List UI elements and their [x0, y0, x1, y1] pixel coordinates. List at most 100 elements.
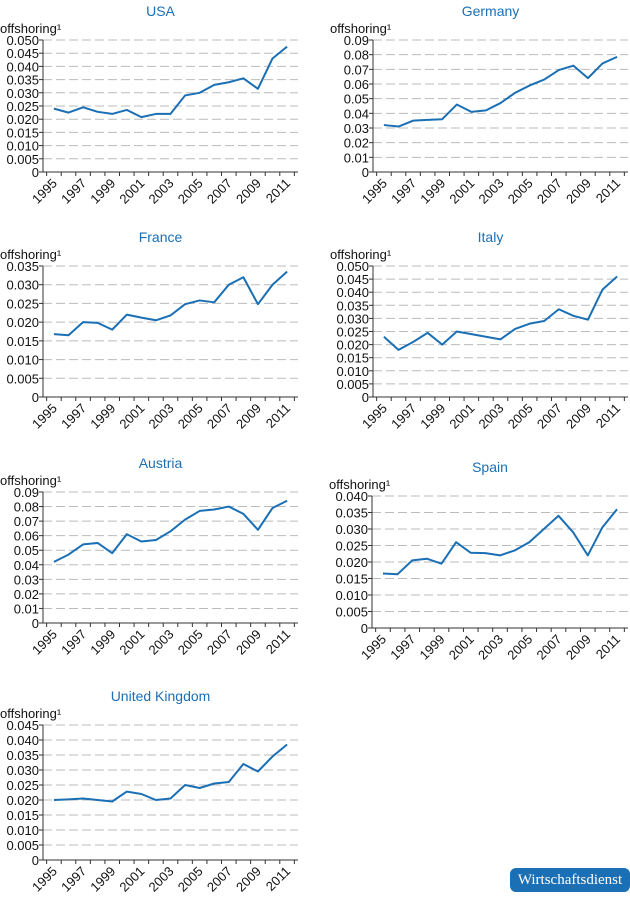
y-tick-label: 0.04 [14, 558, 39, 573]
x-tick-label: 2005 [504, 632, 535, 663]
y-tick-label: 0 [362, 390, 369, 405]
y-tick-label: 0.010 [6, 139, 39, 154]
x-tick-label: 2009 [563, 632, 594, 663]
series-line [382, 508, 618, 576]
y-tick-label: 0.09 [14, 485, 39, 500]
y-tick-label: 0.015 [335, 572, 368, 587]
y-tick-label: 0 [32, 165, 39, 180]
x-tick-label: 2007 [204, 401, 235, 432]
x-tick-label: 1997 [58, 176, 89, 207]
x-tick-label: 2003 [146, 401, 177, 432]
y-tick-label: 0.020 [6, 315, 39, 330]
x-tick-label: 2009 [233, 401, 264, 432]
y-tick-label: 0.01 [344, 150, 369, 165]
x-tick-label: 2005 [505, 401, 536, 432]
y-tick-label: 0 [362, 165, 369, 180]
y-tick-label: 0.005 [336, 377, 369, 392]
y-tick-label: 0.01 [14, 601, 39, 616]
chart-title: USA [146, 3, 175, 19]
y-tick-label: 0.08 [344, 48, 369, 63]
x-tick-label: 2005 [175, 401, 206, 432]
y-tick-label: 0.040 [6, 59, 39, 74]
y-tick-label: 0 [32, 616, 39, 631]
y-tick-label: 0.005 [6, 371, 39, 386]
x-tick-label: 2003 [146, 627, 177, 658]
x-tick-label: 2001 [116, 864, 147, 895]
x-tick-label: 1995 [358, 632, 389, 663]
y-tick-label: 0.05 [14, 543, 39, 558]
y-axis-label: offshoring¹ [0, 706, 62, 721]
y-tick-label: 0.045 [336, 272, 369, 287]
x-tick-label: 2011 [263, 627, 293, 657]
x-tick-label: 2001 [116, 627, 147, 658]
y-tick-label: 0.03 [14, 572, 39, 587]
y-tick-label: 0.040 [336, 285, 369, 300]
y-tick-label: 0.03 [344, 121, 369, 136]
x-tick-label: 2005 [175, 176, 206, 207]
series-line [383, 275, 618, 351]
y-tick-label: 0.035 [6, 748, 39, 763]
y-tick-label: 0.015 [6, 125, 39, 140]
y-tick-label: 0.025 [6, 99, 39, 114]
x-tick-label: 2005 [175, 864, 206, 895]
y-tick-label: 0.010 [6, 353, 39, 368]
y-tick-label: 0.030 [6, 278, 39, 293]
panel-italy: Italyoffshoring¹00.0050.0100.0150.0200.0… [330, 229, 628, 432]
x-tick-label: 1995 [29, 627, 60, 658]
x-tick-label: 1995 [29, 401, 60, 432]
y-tick-label: 0.005 [6, 838, 39, 853]
y-axis-label: offshoring¹ [330, 21, 392, 36]
chart-title: Germany [462, 3, 520, 19]
x-tick-label: 2007 [534, 632, 565, 663]
y-tick-label: 0.025 [6, 778, 39, 793]
y-tick-label: 0.05 [344, 92, 369, 107]
series-line [53, 45, 288, 119]
x-tick-label: 1995 [29, 864, 60, 895]
x-tick-label: 2011 [593, 401, 623, 431]
x-tick-label: 1997 [388, 401, 419, 432]
panel-germany: Germanyoffshoring¹00.010.020.030.040.050… [330, 3, 628, 207]
x-tick-label: 1997 [388, 176, 419, 207]
y-tick-label: 0.015 [6, 808, 39, 823]
x-tick-label: 1997 [58, 627, 89, 658]
y-tick-label: 0.045 [6, 46, 39, 61]
x-tick-label: 2001 [116, 401, 147, 432]
x-tick-label: 2007 [204, 627, 235, 658]
x-tick-label: 2011 [263, 176, 293, 206]
y-axis-label: offshoring¹ [329, 477, 391, 492]
chart-title: Austria [139, 455, 183, 471]
y-tick-label: 0.025 [336, 325, 369, 340]
y-tick-label: 0.025 [335, 539, 368, 554]
x-tick-label: 2007 [534, 176, 565, 207]
x-tick-label: 1997 [58, 864, 89, 895]
chart-title: France [139, 229, 183, 245]
y-axis-label: offshoring¹ [0, 247, 62, 262]
x-tick-label: 1999 [417, 401, 448, 432]
y-axis-label: offshoring¹ [0, 21, 62, 36]
y-tick-label: 0.040 [335, 489, 368, 504]
x-tick-label: 1995 [359, 176, 390, 207]
x-tick-label: 2005 [505, 176, 536, 207]
y-tick-label: 0.035 [6, 73, 39, 88]
y-tick-label: 0.020 [6, 112, 39, 127]
x-tick-label: 2007 [534, 401, 565, 432]
x-tick-label: 1999 [87, 401, 118, 432]
x-tick-label: 2007 [204, 864, 235, 895]
y-tick-label: 0.030 [6, 86, 39, 101]
x-tick-label: 2009 [563, 401, 594, 432]
y-tick-label: 0.025 [6, 296, 39, 311]
x-tick-label: 1999 [417, 176, 448, 207]
y-tick-label: 0.030 [335, 522, 368, 537]
y-tick-label: 0 [32, 853, 39, 868]
y-tick-label: 0.030 [6, 763, 39, 778]
y-tick-label: 0.06 [14, 529, 39, 544]
y-tick-label: 0.005 [6, 152, 39, 167]
x-tick-label: 2003 [476, 401, 507, 432]
x-tick-label: 1999 [87, 627, 118, 658]
x-tick-label: 2011 [263, 864, 293, 894]
x-tick-label: 1995 [359, 401, 390, 432]
panel-usa: USA offshoring¹ 00.0050.0100.0150.0200.025… [0, 3, 298, 207]
x-tick-label: 2003 [146, 864, 177, 895]
x-tick-label: 2009 [233, 864, 264, 895]
y-tick-label: 0.045 [6, 718, 39, 733]
